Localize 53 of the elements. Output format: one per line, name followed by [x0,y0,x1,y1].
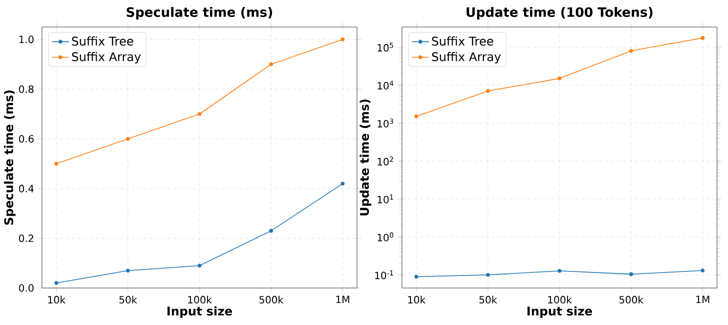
point [126,136,130,141]
point [700,36,705,40]
x-tick-label: 1M [696,296,710,304]
x-tick-label: 500k [259,296,284,304]
x-tick-label: 50k [119,296,138,304]
y-tick-label: 10$^{4}$ [378,80,394,90]
y-tick-label: 10$^{1}$ [378,194,394,204]
point [269,62,273,66]
point [700,268,705,272]
x-tick-label: 50k [479,296,498,304]
x-tick-label: 10k [408,296,426,304]
x-axis-title: Input size [528,306,592,318]
point [486,89,490,93]
y-tick-label: 10$^{-1}$ [375,270,394,280]
chart-title: Update time (100 Tokens) [466,6,652,20]
y-tick-label: 1.0 [19,36,34,44]
x-tick-label: 500k [619,296,644,304]
y-tick-label: 10$^{0}$ [378,232,394,242]
point [54,281,58,285]
point [54,162,58,166]
point [414,114,418,118]
point [558,269,562,273]
y-tick-label: 0.6 [19,135,34,143]
point [629,272,633,276]
legend-label: Suffix Array [432,52,501,64]
legend-label: Suffix Tree [432,36,494,46]
point [486,272,490,277]
point [558,76,562,80]
x-axis-title: Input size [168,306,232,318]
y-tick-label: 0.0 [19,284,34,292]
y-tick-label: 10$^{3}$ [378,118,394,128]
y-tick-label: 0.2 [19,234,34,242]
x-tick-label: 100k [548,296,572,304]
y-axis-title: Speculate time (ms) [4,90,16,225]
y-axis-title: Update time (ms) [360,100,372,216]
point [629,48,633,53]
legend-label: Suffix Array [72,52,141,64]
point [198,112,202,116]
y-tick-label: 0.4 [19,184,34,192]
chart-title: Speculate time (ms) [126,6,272,20]
x-tick-label: 10k [48,296,66,304]
point [269,228,273,233]
y-tick-label: 10$^{2}$ [378,156,394,166]
point [198,264,202,268]
x-tick-label: 100k [188,296,212,304]
point [340,182,345,186]
x-tick-label: 1M [336,296,350,304]
y-tick-label: 10$^{5}$ [378,42,394,52]
y-tick-label: 0.8 [19,85,34,93]
legend-label: Suffix Tree [72,36,134,46]
point [414,274,418,279]
point [126,268,130,272]
point [340,38,345,42]
